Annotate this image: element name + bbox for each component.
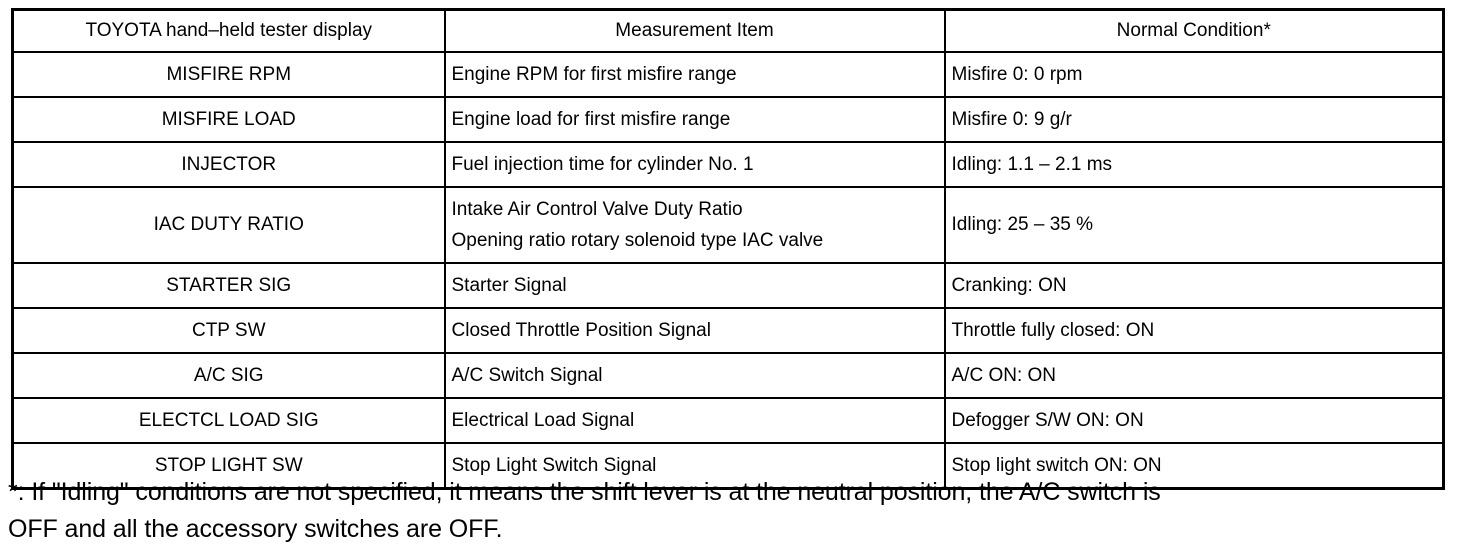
cell-normal-condition: Cranking: ON: [943, 262, 1445, 309]
footnote-line: OFF and all the accessory switches are O…: [8, 515, 503, 543]
cell-normal-condition: Misfire 0: 0 rpm: [943, 51, 1445, 98]
cell-normal-condition: Throttle fully closed: ON: [943, 307, 1445, 354]
table-row: IAC DUTY RATIO Intake Air Control Valve …: [11, 186, 1445, 264]
table-row: A/C SIG A/C Switch Signal A/C ON: ON: [11, 352, 1445, 399]
cell-display: MISFIRE RPM: [11, 51, 446, 98]
cell-measurement-item: A/C Switch Signal: [443, 352, 946, 399]
item-line: Opening ratio rotary solenoid type IAC v…: [451, 229, 824, 251]
cell-normal-condition: Misfire 0: 9 g/r: [943, 96, 1445, 143]
cell-measurement-item: Stop Light Switch Signal: [443, 442, 946, 490]
column-header-normal-condition: Normal Condition*: [943, 8, 1445, 53]
cell-normal-condition: Defogger S/W ON: ON: [943, 397, 1445, 444]
cell-measurement-item: Closed Throttle Position Signal: [443, 307, 946, 354]
cell-display: STOP LIGHT SW: [11, 442, 446, 490]
table-row: MISFIRE RPM Engine RPM for first misfire…: [11, 51, 1445, 98]
item-line: Closed Throttle Position Signal: [451, 319, 711, 341]
cell-display: MISFIRE LOAD: [11, 96, 446, 143]
table-header-row: TOYOTA hand–held tester display Measurem…: [11, 8, 1445, 53]
tester-data-table: TOYOTA hand–held tester display Measurem…: [11, 8, 1445, 490]
item-line: Engine load for first misfire range: [451, 108, 731, 130]
cell-display: IAC DUTY RATIO: [11, 186, 446, 264]
item-line: Engine RPM for first misfire range: [451, 63, 737, 85]
table-row: STOP LIGHT SW Stop Light Switch Signal S…: [11, 442, 1445, 490]
item-line: Fuel injection time for cylinder No. 1: [451, 153, 754, 175]
table-header: TOYOTA hand–held tester display Measurem…: [11, 8, 1445, 53]
cell-measurement-item: Engine RPM for first misfire range: [443, 51, 946, 98]
cell-measurement-item: Starter Signal: [443, 262, 946, 309]
footnote-line: *: If "Idling" conditions are not specif…: [8, 478, 1161, 506]
footnote: *: If "Idling" conditions are not specif…: [8, 474, 1464, 548]
tester-data-table-container: TOYOTA hand–held tester display Measurem…: [11, 8, 1445, 490]
column-header-display: TOYOTA hand–held tester display: [11, 8, 446, 53]
item-line: Starter Signal: [451, 274, 567, 296]
item-line: Stop Light Switch Signal: [451, 454, 657, 476]
cell-display: CTP SW: [11, 307, 446, 354]
cell-normal-condition: Idling: 25 – 35 %: [943, 186, 1445, 264]
cell-measurement-item: Intake Air Control Valve Duty Ratio Open…: [443, 186, 946, 264]
cell-normal-condition: Idling: 1.1 – 2.1 ms: [943, 141, 1445, 188]
item-line: Electrical Load Signal: [451, 409, 635, 431]
cell-display: ELECTCL LOAD SIG: [11, 397, 446, 444]
cell-measurement-item: Electrical Load Signal: [443, 397, 946, 444]
cell-display: INJECTOR: [11, 141, 446, 188]
item-line: Intake Air Control Valve Duty Ratio: [451, 198, 743, 220]
cell-normal-condition: A/C ON: ON: [943, 352, 1445, 399]
table-row: ELECTCL LOAD SIG Electrical Load Signal …: [11, 397, 1445, 444]
cell-measurement-item: Fuel injection time for cylinder No. 1: [443, 141, 946, 188]
table-row: INJECTOR Fuel injection time for cylinde…: [11, 141, 1445, 188]
item-line: A/C Switch Signal: [451, 364, 603, 386]
table-row: CTP SW Closed Throttle Position Signal T…: [11, 307, 1445, 354]
table-row: MISFIRE LOAD Engine load for first misfi…: [11, 96, 1445, 143]
cell-measurement-item: Engine load for first misfire range: [443, 96, 946, 143]
cell-normal-condition: Stop light switch ON: ON: [943, 442, 1445, 490]
table-body: MISFIRE RPM Engine RPM for first misfire…: [11, 51, 1445, 490]
cell-display: A/C SIG: [11, 352, 446, 399]
cell-display: STARTER SIG: [11, 262, 446, 309]
column-header-measurement-item: Measurement Item: [443, 8, 946, 53]
table-row: STARTER SIG Starter Signal Cranking: ON: [11, 262, 1445, 309]
